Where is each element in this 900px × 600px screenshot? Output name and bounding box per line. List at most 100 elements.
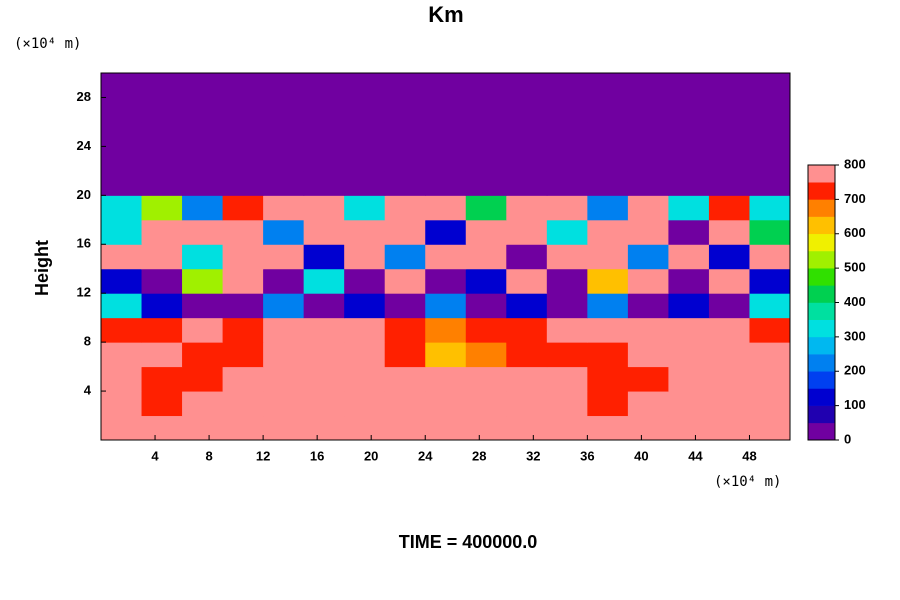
- cell: [263, 195, 305, 221]
- cell: [182, 121, 224, 147]
- cell: [546, 391, 588, 417]
- cell: [425, 97, 467, 123]
- cell: [303, 146, 345, 172]
- cell: [668, 195, 710, 221]
- cell: [182, 268, 224, 294]
- cell: [182, 219, 224, 245]
- cell: [384, 342, 426, 368]
- cell: [506, 391, 548, 417]
- cell: [749, 195, 791, 221]
- cell: [344, 244, 386, 270]
- colorbar-band: [808, 371, 835, 389]
- cell: [627, 195, 669, 221]
- cell: [465, 293, 507, 319]
- cell: [222, 219, 264, 245]
- cell: [141, 73, 183, 98]
- cell: [101, 219, 143, 245]
- cell: [627, 121, 669, 147]
- cell: [506, 121, 548, 147]
- cell: [222, 415, 264, 441]
- y-tick-label: 20: [77, 187, 91, 202]
- cell: [425, 219, 467, 245]
- cell: [668, 415, 710, 441]
- cell: [546, 415, 588, 441]
- cell: [749, 342, 791, 368]
- y-tick-label: 28: [77, 89, 91, 104]
- x-tick-label: 12: [256, 448, 270, 463]
- cell: [384, 195, 426, 221]
- cell: [182, 195, 224, 221]
- cell: [263, 293, 305, 319]
- cell: [425, 415, 467, 441]
- cell: [141, 415, 183, 441]
- cell: [101, 146, 143, 172]
- cell: [749, 415, 791, 441]
- cell: [263, 146, 305, 172]
- colorbar-tick-label: 300: [844, 328, 866, 343]
- cell: [749, 293, 791, 319]
- colorbar-band: [808, 216, 835, 235]
- cell: [384, 366, 426, 392]
- cell: [506, 97, 548, 123]
- cell: [627, 317, 669, 343]
- cell: [749, 146, 791, 172]
- cell: [263, 415, 305, 441]
- cell: [425, 293, 467, 319]
- cell: [506, 366, 548, 392]
- cell: [627, 146, 669, 172]
- cell: [546, 317, 588, 343]
- cell: [384, 97, 426, 123]
- cell: [182, 170, 224, 196]
- cell: [465, 121, 507, 147]
- cell: [141, 219, 183, 245]
- cell: [384, 73, 426, 98]
- colorbar-band: [808, 405, 835, 424]
- cell: [708, 268, 750, 294]
- cell: [303, 170, 345, 196]
- cell: [668, 268, 710, 294]
- cell: [587, 268, 629, 294]
- cell: [182, 244, 224, 270]
- colorbar-tick-label: 600: [844, 225, 866, 240]
- cell: [506, 170, 548, 196]
- cell: [141, 391, 183, 417]
- cell: [668, 366, 710, 392]
- cell: [303, 342, 345, 368]
- cell: [425, 342, 467, 368]
- cell: [303, 415, 345, 441]
- cell: [263, 317, 305, 343]
- cell: [303, 73, 345, 98]
- cell: [668, 170, 710, 196]
- cell: [141, 342, 183, 368]
- cell: [627, 366, 669, 392]
- cell: [263, 73, 305, 98]
- cell: [587, 97, 629, 123]
- cell: [425, 73, 467, 98]
- colorbar-tick-label: 0: [844, 431, 851, 446]
- cell: [546, 121, 588, 147]
- cell: [101, 170, 143, 196]
- colorbar-band: [808, 233, 835, 252]
- cell: [587, 73, 629, 98]
- x-tick-label: 8: [205, 448, 212, 463]
- cell: [101, 293, 143, 319]
- cell: [627, 293, 669, 319]
- cell: [384, 146, 426, 172]
- cell: [384, 391, 426, 417]
- cell: [344, 342, 386, 368]
- cell: [627, 415, 669, 441]
- cell: [668, 146, 710, 172]
- x-tick-label: 20: [364, 448, 378, 463]
- cell: [668, 293, 710, 319]
- cell: [546, 219, 588, 245]
- colorbar-band: [808, 182, 835, 200]
- cell: [222, 121, 264, 147]
- cell: [141, 268, 183, 294]
- cell: [587, 317, 629, 343]
- cell: [708, 317, 750, 343]
- cell: [141, 244, 183, 270]
- cell: [384, 293, 426, 319]
- x-unit: (×10⁴ m): [714, 474, 781, 490]
- cell: [303, 366, 345, 392]
